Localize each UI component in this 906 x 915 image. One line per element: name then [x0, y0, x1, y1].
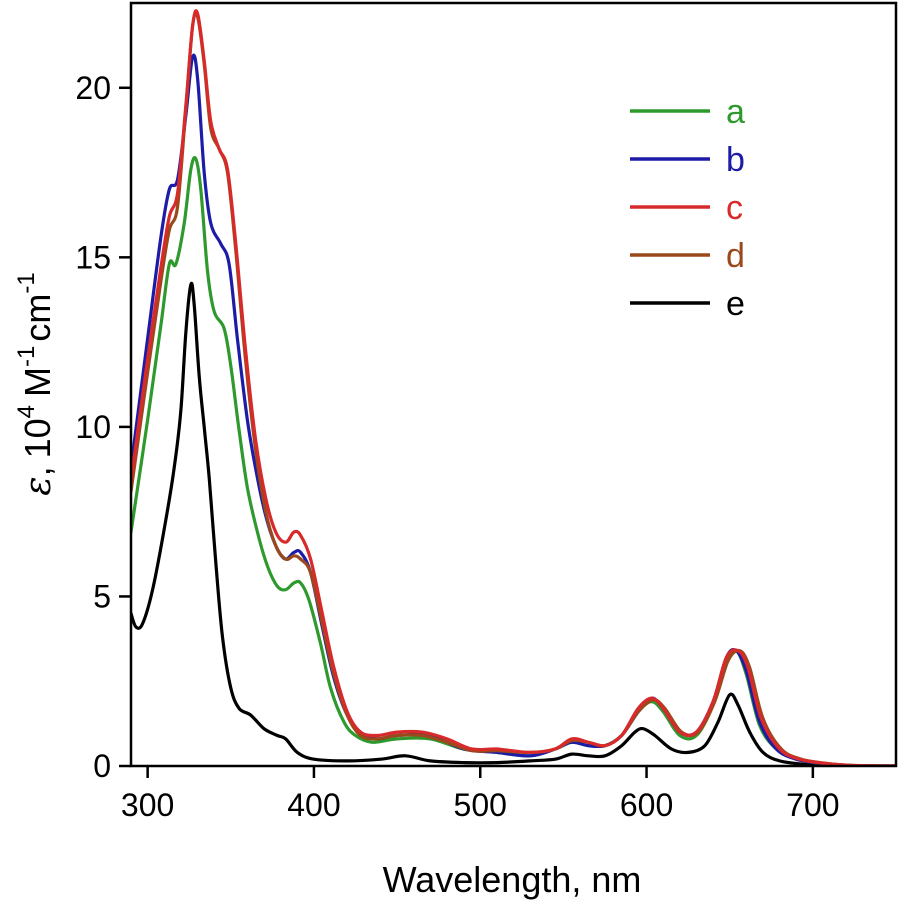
series-line-b	[131, 53, 896, 766]
y-tick-label: 5	[93, 578, 111, 614]
series-line-e	[131, 281, 896, 766]
x-tick-label: 600	[620, 787, 673, 823]
legend-label-c: c	[726, 189, 743, 227]
y-tick-label: 0	[93, 748, 111, 784]
y-axis-unit-cm: cm	[17, 294, 58, 342]
legend-label-b: b	[726, 141, 745, 179]
y-axis-title: ε,104M-1cm-1	[13, 272, 59, 495]
legend-label-e: e	[726, 285, 745, 323]
legend-label-d: d	[726, 237, 745, 275]
y-axis-unit-molar: M	[17, 367, 58, 397]
x-tick-label: 400	[287, 787, 340, 823]
series-line-d	[131, 11, 896, 766]
y-tick-label: 15	[75, 239, 111, 275]
y-axis-unit-molar-exponent: -1	[13, 346, 40, 367]
series-line-c	[131, 9, 896, 766]
y-axis-symbol: ε	[18, 476, 59, 495]
y-tick-label: 20	[75, 70, 111, 106]
x-tick-label: 700	[786, 787, 839, 823]
legend-label-a: a	[726, 93, 745, 131]
y-axis: 0 5 10 15 20	[75, 70, 131, 784]
x-axis-title: Wavelength, nm	[383, 859, 642, 900]
series-line-a	[131, 156, 896, 766]
y-axis-comma: ,	[17, 466, 58, 476]
y-tick-label: 10	[75, 409, 111, 445]
y-axis-unit-cm-exponent: -1	[13, 272, 40, 293]
y-axis-base: 10	[17, 418, 58, 458]
series-layer	[131, 9, 896, 766]
x-tick-label: 500	[454, 787, 507, 823]
x-axis: 300 400 500 600 700	[121, 766, 840, 823]
plot-frame	[129, 1, 898, 768]
y-axis-base-exponent: 4	[13, 405, 40, 418]
x-tick-label: 300	[121, 787, 174, 823]
